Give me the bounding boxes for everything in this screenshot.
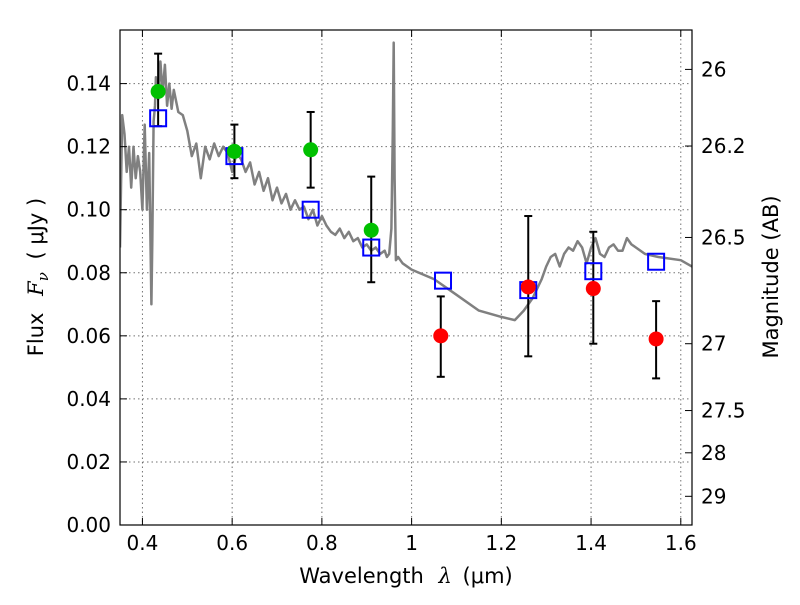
x-axis-title: Wavelength λ (μm) bbox=[299, 564, 512, 588]
y-axis-symbol: F bbox=[24, 280, 48, 297]
spectrum-line bbox=[120, 41, 692, 322]
x-tick-label: 1.2 bbox=[485, 531, 517, 555]
y-tick-label: 0.04 bbox=[66, 387, 111, 411]
x-tick-label: 0.8 bbox=[306, 531, 338, 555]
flux-point bbox=[585, 281, 601, 297]
y-tick-label: 0.14 bbox=[66, 72, 111, 96]
y-axis-title: Flux Fν ( μJy ) bbox=[24, 198, 53, 356]
x-tick-label: 0.4 bbox=[127, 531, 159, 555]
y-tick-label: 0.10 bbox=[66, 198, 111, 222]
x-axis-label: Wavelength bbox=[299, 564, 424, 588]
model-square-marker bbox=[362, 238, 381, 257]
grid-layer bbox=[120, 30, 692, 526]
model-square-marker bbox=[149, 109, 168, 128]
y2-tick-label: 28 bbox=[701, 441, 726, 465]
flux-point bbox=[150, 83, 166, 99]
y2-tick-label: 27 bbox=[701, 332, 726, 356]
y2-tick-label: 26.5 bbox=[701, 225, 746, 249]
tick-layer: 0.4 0.6 0.8 1 1.2 1.4 1.6 0.00 0.02 0.04 0.06 0.08 0… bbox=[66, 30, 746, 555]
x-tick-label: 1.4 bbox=[575, 531, 607, 555]
y2-tick-label: 26.2 bbox=[701, 134, 746, 158]
flux-point bbox=[433, 328, 449, 344]
y-tick-label: 0.00 bbox=[66, 513, 111, 537]
plot-frame bbox=[119, 29, 693, 526]
y2-tick-label: 27.5 bbox=[701, 399, 746, 423]
data-layer bbox=[120, 41, 692, 380]
x-axis-unit: (μm) bbox=[463, 564, 513, 588]
y-tick-label: 0.12 bbox=[66, 135, 111, 159]
y-axis-unit: ( μJy ) bbox=[24, 198, 48, 260]
y-tick-label: 0.06 bbox=[66, 324, 111, 348]
x-tick-label: 1 bbox=[405, 531, 418, 555]
flux-point bbox=[363, 222, 379, 238]
model-square-marker bbox=[647, 252, 666, 271]
y-tick-label: 0.02 bbox=[66, 450, 111, 474]
x-tick-label: 0.6 bbox=[216, 531, 248, 555]
x-axis-symbol: λ bbox=[438, 564, 452, 588]
y-axis-label: Flux bbox=[24, 313, 48, 357]
flux-point bbox=[226, 143, 242, 159]
y2-tick-label: 29 bbox=[701, 484, 726, 508]
y-tick-label: 0.08 bbox=[66, 261, 111, 285]
flux-point bbox=[303, 142, 319, 158]
y2-axis-title: Magnitude (AB) bbox=[759, 195, 783, 358]
model-square-marker bbox=[434, 271, 453, 290]
model-square-marker bbox=[584, 262, 603, 281]
model-square-marker bbox=[301, 200, 320, 219]
flux-point bbox=[648, 331, 664, 347]
y2-axis-label: Magnitude (AB) bbox=[759, 195, 783, 358]
flux-point bbox=[520, 279, 536, 295]
y-axis-symbol-subscript: ν bbox=[34, 272, 52, 281]
y2-tick-label: 26 bbox=[701, 57, 726, 81]
x-tick-label: 1.6 bbox=[665, 531, 697, 555]
